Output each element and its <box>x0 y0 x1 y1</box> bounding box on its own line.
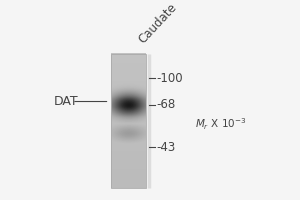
Bar <box>111 54 146 188</box>
Text: Caudate: Caudate <box>136 1 180 46</box>
Text: -68: -68 <box>156 98 175 111</box>
Text: -43: -43 <box>156 141 175 154</box>
Text: -100: -100 <box>156 72 183 85</box>
Text: $M_r\ \mathregular{X}\ 10^{-3}$: $M_r\ \mathregular{X}\ 10^{-3}$ <box>195 117 247 132</box>
Text: DAT: DAT <box>54 95 79 108</box>
